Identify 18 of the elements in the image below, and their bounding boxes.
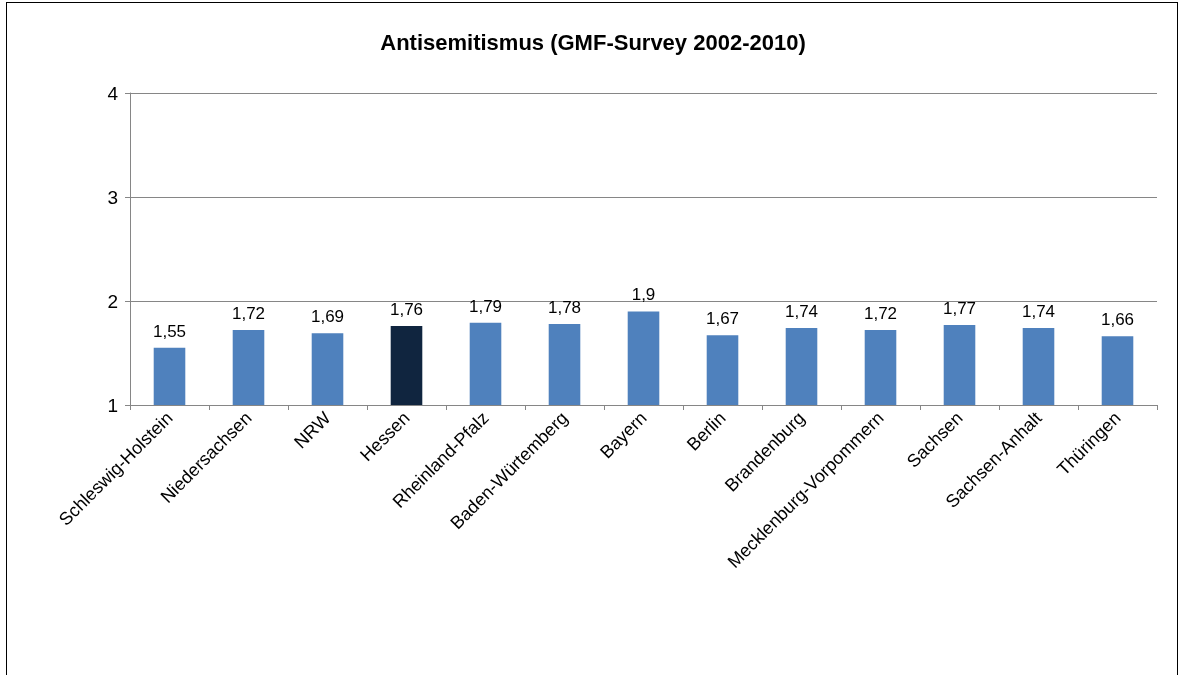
y-tick-label: 2 [107, 290, 118, 312]
data-label: 1,76 [389, 299, 424, 319]
y-tick-label: 1 [107, 394, 118, 416]
y-tick-label: 4 [107, 82, 119, 104]
data-label: 1,67 [705, 309, 740, 329]
data-label: 1,74 [1021, 302, 1056, 322]
data-label: 1,74 [784, 302, 819, 322]
data-label: 1,77 [942, 298, 977, 318]
data-label: 1,55 [152, 321, 187, 341]
y-tick-label: 3 [107, 186, 118, 208]
data-label: 1,9 [631, 285, 656, 305]
data-label: 1,79 [468, 296, 503, 316]
data-label: 1,69 [310, 307, 345, 327]
data-label: 1,66 [1100, 310, 1135, 330]
data-label: 1,72 [231, 304, 266, 324]
data-label: 1,72 [863, 304, 898, 324]
chart-title: Antisemitismus (GMF-Survey 2002-2010) [380, 29, 806, 55]
data-label: 1,78 [547, 297, 582, 317]
